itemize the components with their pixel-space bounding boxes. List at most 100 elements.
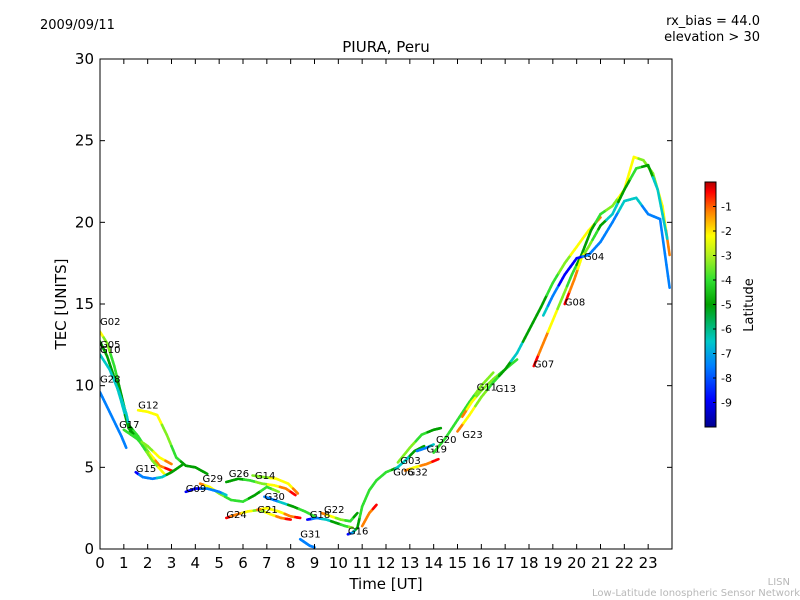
trace-g26 bbox=[225, 477, 297, 497]
y-tick-label: 5 bbox=[84, 458, 94, 476]
x-tick-label: 7 bbox=[262, 554, 272, 572]
x-tick-label: 5 bbox=[214, 554, 224, 572]
satellite-label-g08: G08 bbox=[565, 298, 585, 309]
satellite-label-g21: G21 bbox=[257, 505, 277, 516]
satellite-label-g17: G17 bbox=[119, 420, 139, 431]
trace-segment bbox=[421, 444, 426, 449]
trace-segment bbox=[168, 468, 173, 472]
trace-segment bbox=[667, 245, 671, 257]
satellite-label-g13: G13 bbox=[496, 384, 516, 395]
colorbar-tick-label: -1 bbox=[721, 201, 732, 214]
trace-segment bbox=[203, 471, 209, 476]
x-tick-label: 9 bbox=[310, 554, 320, 572]
trace-g21 bbox=[255, 506, 302, 520]
trace-segment bbox=[663, 252, 668, 267]
trace-g03 bbox=[394, 444, 426, 471]
trace-g30 bbox=[263, 495, 316, 518]
x-tick-label: 17 bbox=[496, 554, 515, 572]
trace-g22 bbox=[320, 511, 359, 523]
y-tick-label: 10 bbox=[75, 377, 94, 395]
satellite-label-g26: G26 bbox=[229, 469, 249, 480]
satellite-label-g29: G29 bbox=[202, 474, 222, 485]
rx-bias-label: rx_bias = 44.0 bbox=[666, 14, 760, 29]
colorbar-tick-label: -6 bbox=[721, 323, 732, 336]
trace-segment bbox=[661, 240, 667, 255]
trace-g15 bbox=[134, 462, 185, 481]
y-tick-label: 25 bbox=[75, 132, 94, 150]
y-tick-label: 0 bbox=[84, 540, 94, 558]
satellite-label-g22: G22 bbox=[324, 505, 344, 516]
colorbar-tick-label: -9 bbox=[721, 397, 732, 410]
trace-segment bbox=[656, 188, 661, 200]
trace-segment bbox=[294, 490, 300, 495]
trace-g32 bbox=[403, 457, 440, 472]
colorbar-label: Latitude bbox=[742, 278, 757, 332]
x-axis-label: Time [UT] bbox=[348, 575, 422, 593]
x-tick-label: 2 bbox=[143, 554, 153, 572]
x-tick-label: 0 bbox=[95, 554, 105, 572]
trace-segment bbox=[311, 514, 316, 518]
trace-segment bbox=[354, 511, 359, 516]
trace-g17 bbox=[122, 428, 173, 466]
satellite-label-g11: G11 bbox=[477, 383, 497, 394]
trace-segment bbox=[168, 461, 173, 466]
trace-segment bbox=[658, 217, 663, 232]
trace-segment bbox=[489, 371, 495, 377]
date-label: 2009/09/11 bbox=[40, 18, 115, 33]
satellite-label-g32: G32 bbox=[407, 468, 427, 479]
colorbar-tick-label: -5 bbox=[721, 299, 732, 312]
trace-segment bbox=[513, 358, 519, 363]
x-tick-label: 12 bbox=[376, 554, 395, 572]
satellite-label-g04: G04 bbox=[584, 252, 604, 263]
x-tick-label: 14 bbox=[424, 554, 443, 572]
footer-lisn: LISN bbox=[767, 577, 790, 588]
elevation-label: elevation > 30 bbox=[664, 30, 760, 45]
trace-segment bbox=[161, 470, 166, 476]
trace-g31 bbox=[298, 537, 316, 549]
satellite-label-g14: G14 bbox=[255, 471, 275, 482]
trace-segment bbox=[431, 443, 435, 447]
footer-network: Low-Latitude Ionospheric Sensor Network bbox=[592, 588, 800, 599]
trace-g04 bbox=[541, 196, 671, 317]
colorbar-tick-label: -2 bbox=[721, 225, 732, 238]
x-tick-label: 19 bbox=[543, 554, 562, 572]
axes: 0 1 2 3 4 5 6 7 8 9 10 11 12 13 14 15 16 17 18 19 20 21 22 2305… bbox=[75, 50, 672, 572]
trace-segment bbox=[373, 503, 378, 508]
trace-segment bbox=[657, 196, 663, 208]
satellite-label-g20: G20 bbox=[436, 435, 456, 446]
trace-g19 bbox=[415, 443, 435, 453]
satellite-label-g02: G02 bbox=[100, 317, 120, 328]
trace-g06 bbox=[360, 503, 378, 528]
x-tick-label: 10 bbox=[329, 554, 348, 572]
x-tick-label: 22 bbox=[615, 554, 634, 572]
trace-segment bbox=[666, 274, 671, 289]
trace-segment bbox=[435, 457, 440, 462]
trace-g13 bbox=[456, 216, 602, 433]
y-tick-label: 15 bbox=[75, 295, 94, 313]
trace-g28 bbox=[100, 390, 128, 450]
satellite-label-g28: G28 bbox=[100, 374, 120, 385]
trace-g08 bbox=[563, 163, 669, 306]
trace-g09 bbox=[184, 487, 228, 497]
trace-segment bbox=[124, 444, 128, 450]
satellite-label-g07: G07 bbox=[534, 360, 554, 371]
x-tick-label: 8 bbox=[286, 554, 296, 572]
x-tick-label: 16 bbox=[472, 554, 491, 572]
satellite-label-g31: G31 bbox=[300, 530, 320, 541]
trace-segment bbox=[662, 221, 667, 232]
colorbar-tick-label: -7 bbox=[721, 348, 732, 361]
y-tick-label: 20 bbox=[75, 213, 94, 231]
colorbar-ticks: -9 -8 -7 -6 -5 -4 -3 -2 -1 bbox=[713, 201, 732, 410]
trace-segment bbox=[292, 492, 297, 497]
trace-segment bbox=[664, 229, 669, 240]
satellite-label-g15: G15 bbox=[136, 464, 156, 475]
x-tick-label: 11 bbox=[353, 554, 372, 572]
satellite-label-g16: G16 bbox=[348, 526, 368, 537]
colorbar-tick-label: -8 bbox=[721, 372, 732, 385]
x-tick-label: 6 bbox=[238, 554, 248, 572]
x-tick-label: 15 bbox=[448, 554, 467, 572]
satellite-label-g10: G10 bbox=[100, 345, 120, 356]
data-layer bbox=[100, 155, 671, 549]
trace-g16 bbox=[346, 466, 400, 536]
